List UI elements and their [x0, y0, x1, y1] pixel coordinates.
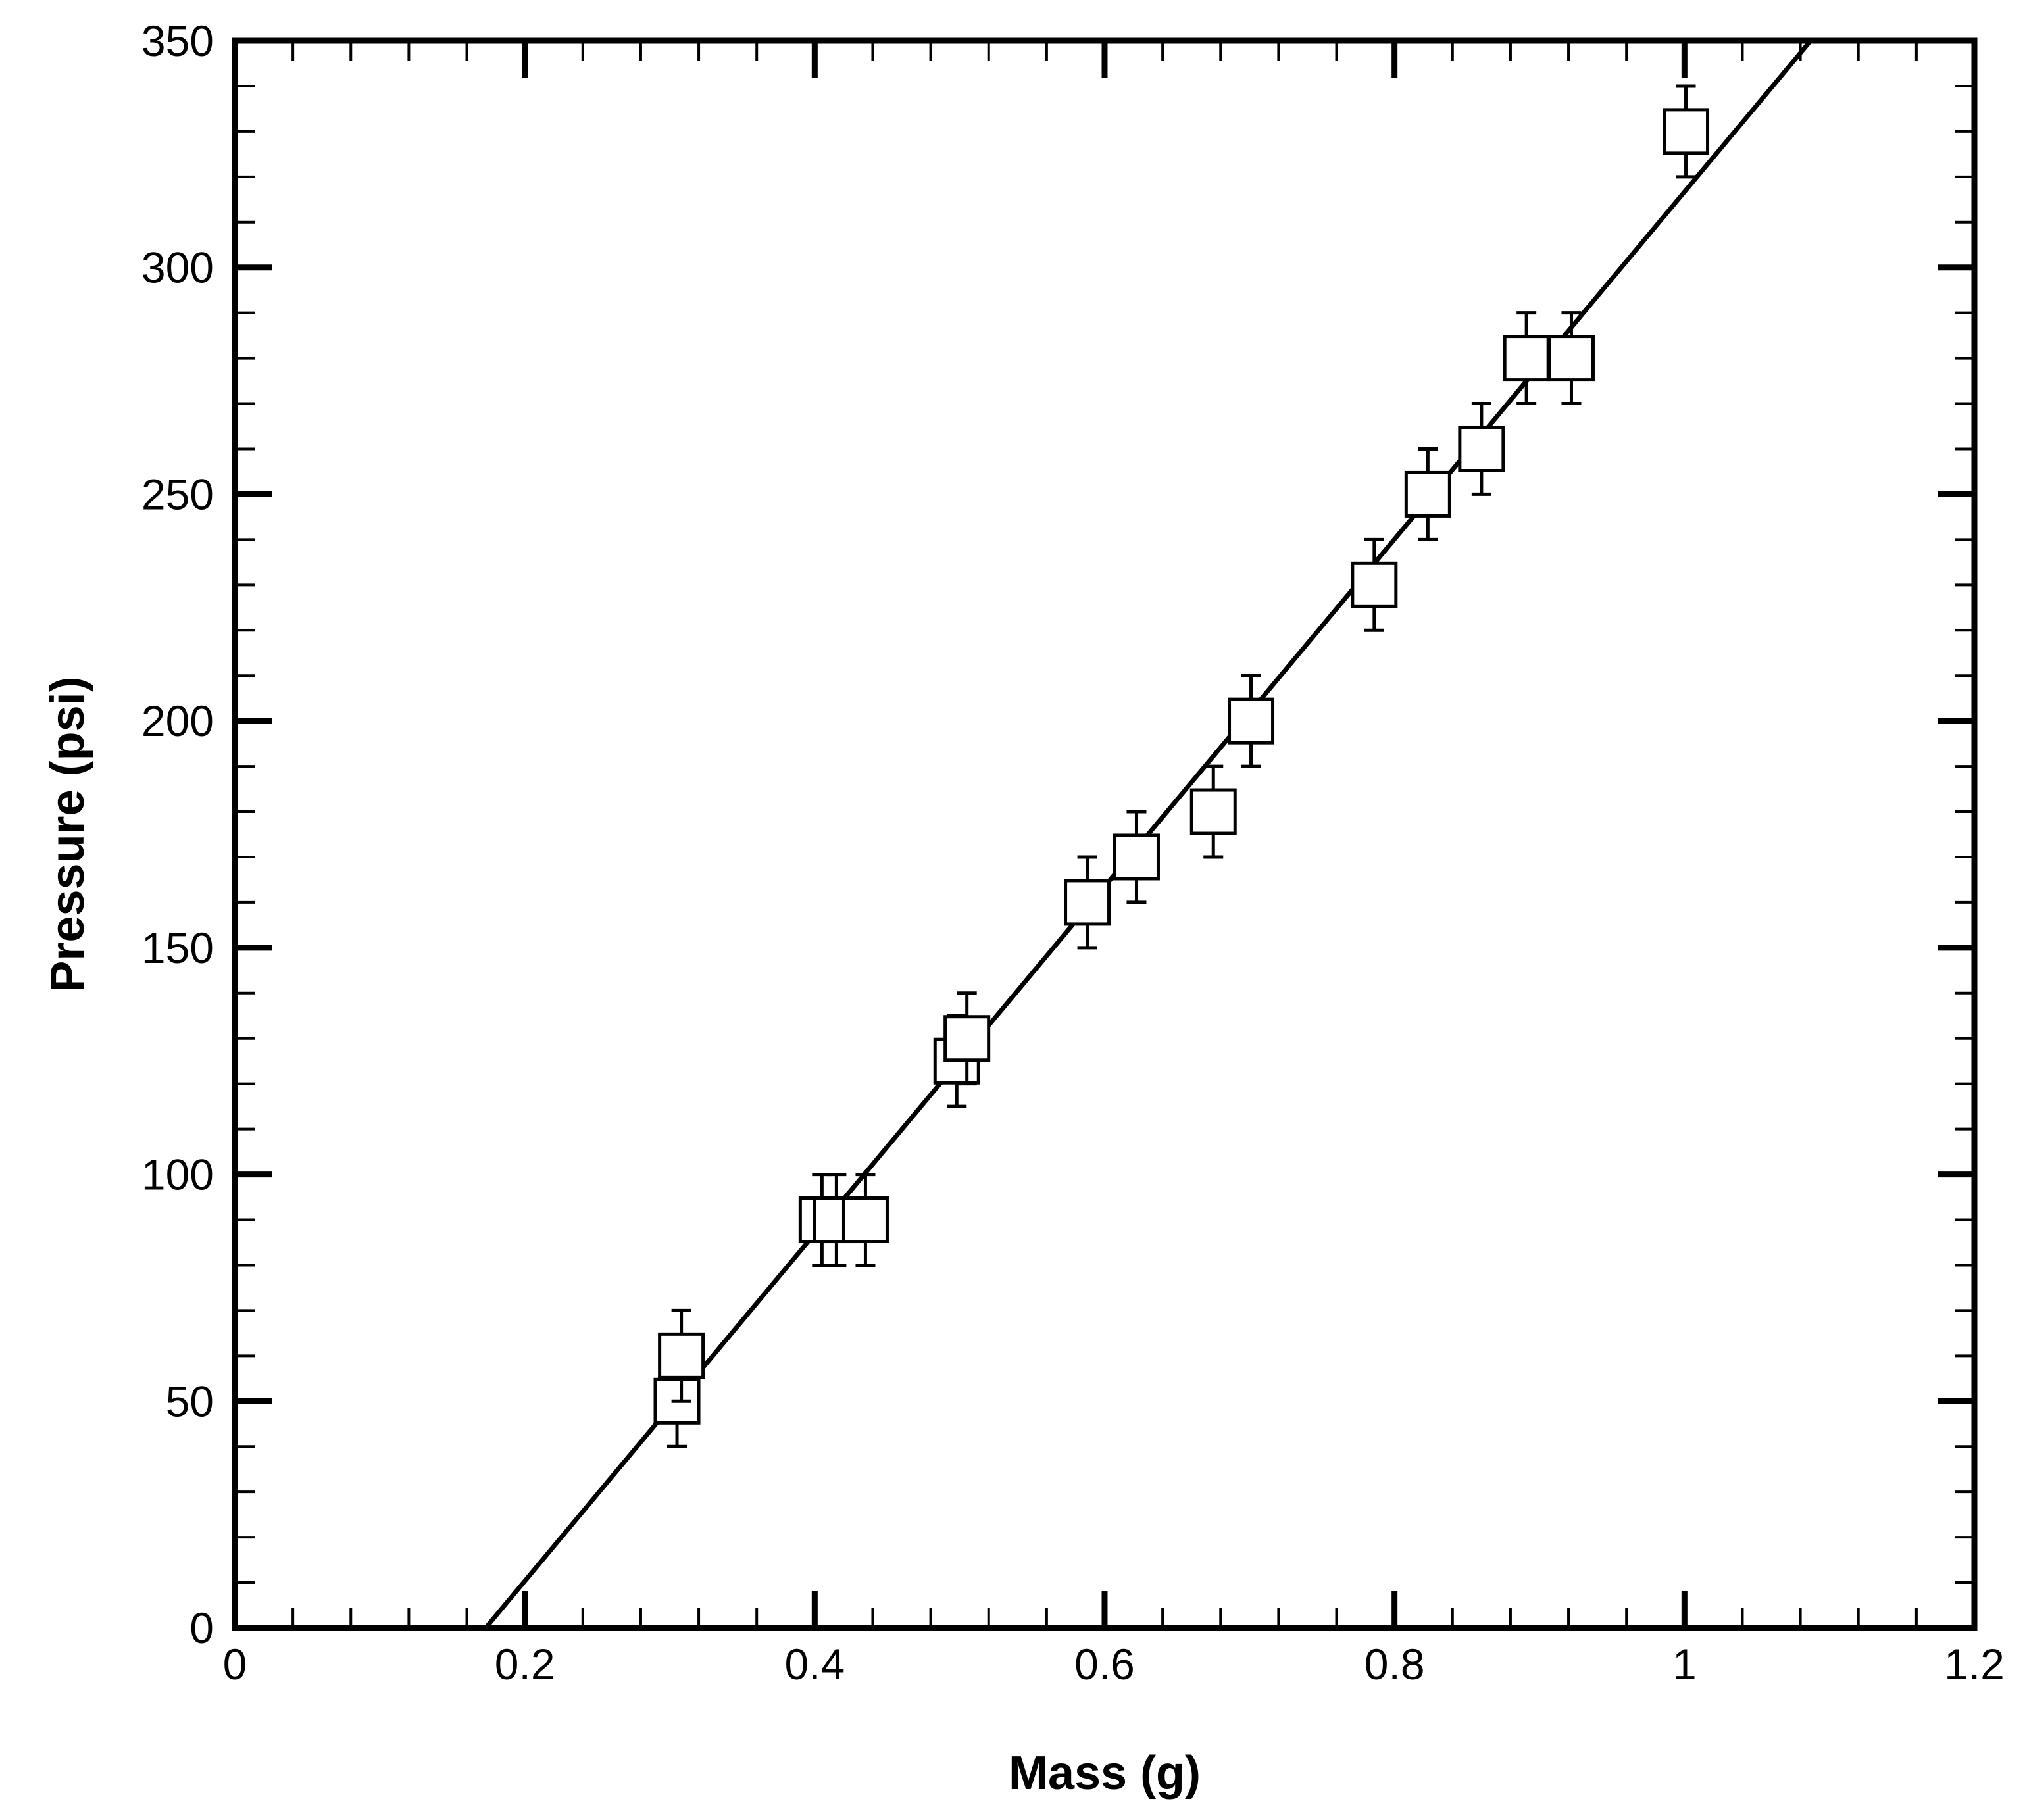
x-axis-title: Mass (g)	[1009, 1747, 1201, 1800]
data-point	[1064, 855, 1111, 950]
plot-frame	[232, 37, 1978, 1631]
data-point	[841, 1173, 889, 1267]
x-tick-label: 1.2	[1944, 1640, 2005, 1688]
square-marker	[1547, 335, 1595, 382]
data-point	[1113, 810, 1160, 904]
data-point	[1663, 84, 1710, 179]
square-marker	[841, 1196, 889, 1244]
square-marker	[658, 1332, 705, 1379]
data-point	[943, 991, 991, 1086]
square-marker	[1113, 833, 1160, 881]
square-marker	[943, 1015, 991, 1062]
data-points	[653, 84, 1710, 1448]
square-marker	[1189, 788, 1237, 835]
minor-ticks	[235, 41, 1974, 1628]
x-tick-label: 0.6	[1074, 1640, 1135, 1688]
x-tick-label: 1	[1672, 1640, 1697, 1688]
x-tick-label: 0.4	[784, 1640, 845, 1688]
y-tick-label: 100	[141, 1150, 214, 1199]
y-tick-label: 300	[141, 243, 214, 292]
square-marker	[1404, 470, 1451, 518]
major-ticks	[232, 37, 1978, 1631]
square-marker	[1663, 108, 1710, 155]
data-point	[1404, 447, 1451, 541]
y-axis-title: Pressure (psi)	[41, 676, 94, 992]
square-marker	[1503, 335, 1550, 382]
data-point	[1228, 674, 1275, 768]
y-tick-label: 250	[141, 470, 214, 518]
x-tick-label: 0.2	[495, 1640, 555, 1688]
square-marker	[1228, 697, 1275, 745]
square-marker	[1458, 425, 1505, 472]
y-tick-label: 350	[141, 16, 214, 65]
y-tick-label: 50	[166, 1377, 214, 1425]
data-point	[658, 1308, 705, 1403]
y-tick-label: 0	[189, 1604, 214, 1652]
y-tick-label: 200	[141, 697, 214, 745]
data-point	[1351, 537, 1398, 632]
data-point	[653, 1354, 701, 1448]
x-tick-labels: 0 0.2 0.4 0.6 0.8 1 1.2	[223, 1640, 2005, 1688]
y-tick-label: 150	[141, 923, 214, 972]
x-tick-label: 0.8	[1364, 1640, 1425, 1688]
data-point	[1189, 764, 1237, 859]
x-tick-label: 0	[223, 1640, 247, 1688]
y-tick-labels: 0 50 100 150 200 250 300 350	[141, 16, 214, 1652]
data-point	[1503, 311, 1550, 406]
square-marker	[1351, 561, 1398, 608]
data-point	[1458, 402, 1505, 496]
data-point	[1547, 311, 1595, 406]
square-marker	[1064, 879, 1111, 926]
